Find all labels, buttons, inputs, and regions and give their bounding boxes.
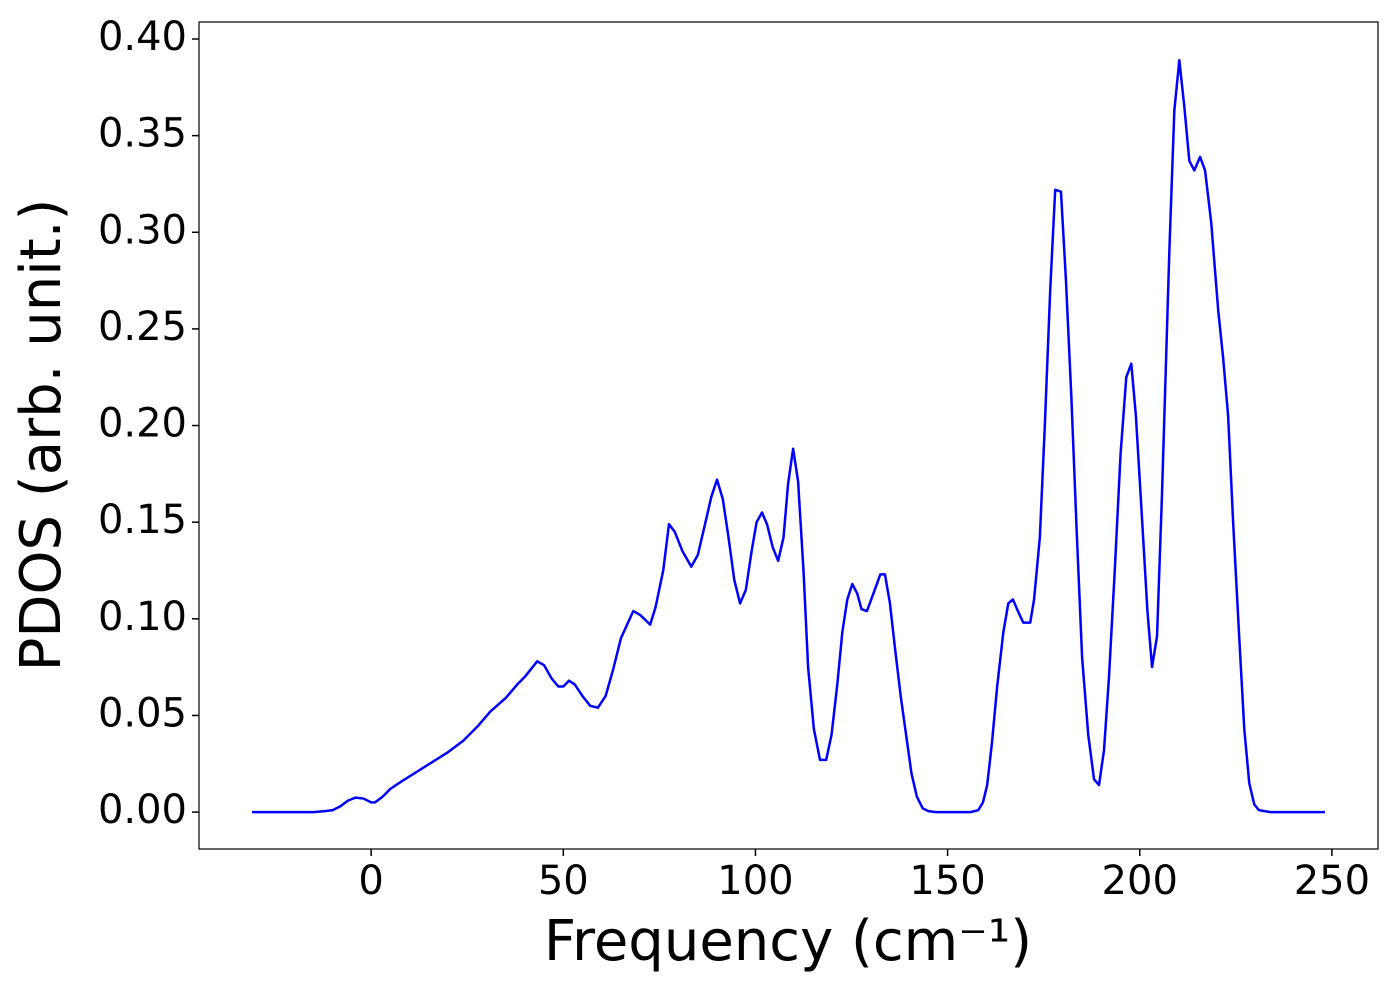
y-axis-label: PDOS (arb. unit.) [9,199,74,672]
pdos-line [252,59,1325,814]
x-axis-label: Frequency (cm⁻¹) [544,909,1032,974]
y-tick-label: 0.15 [98,497,187,543]
x-tick-label: 150 [909,858,985,904]
y-tick-label: 0.10 [98,594,187,640]
x-tick-label: 250 [1294,858,1370,904]
y-tick-label: 0.00 [98,787,187,833]
y-tick-label: 0.35 [98,111,187,157]
y-tick-label: 0.05 [98,690,187,736]
y-tick-label: 0.20 [98,401,187,447]
plot-frame [198,21,1379,850]
x-tick-label: 100 [717,858,793,904]
x-tick-label: 50 [538,858,589,904]
y-tick-label: 0.25 [98,304,187,350]
x-tick-label: 0 [358,858,383,904]
y-tick-label: 0.40 [98,14,187,60]
y-tick-label: 0.30 [98,207,187,253]
x-tick-label: 200 [1102,858,1178,904]
